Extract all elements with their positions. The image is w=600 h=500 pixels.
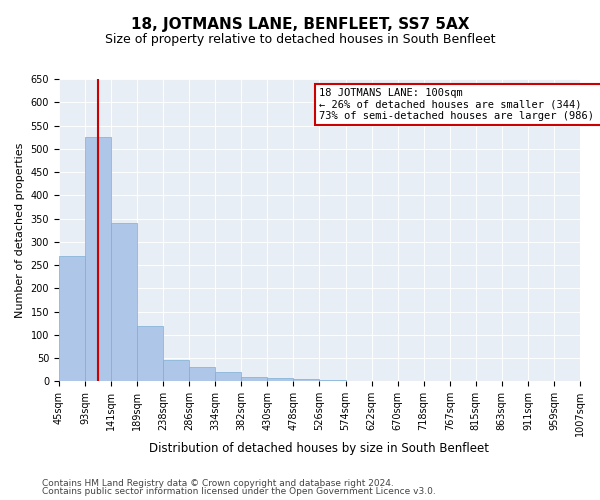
Y-axis label: Number of detached properties: Number of detached properties (15, 142, 25, 318)
Bar (111, 223, 137, 382)
Bar (85, 137, 111, 382)
Text: Contains HM Land Registry data © Crown copyright and database right 2024.: Contains HM Land Registry data © Crown c… (42, 478, 394, 488)
Bar (319, 380, 346, 382)
Bar (268, 378, 293, 382)
Bar (59, 256, 85, 382)
Bar (163, 360, 189, 382)
Text: 18 JOTMANS LANE: 100sqm
← 26% of detached houses are smaller (344)
73% of semi-d: 18 JOTMANS LANE: 100sqm ← 26% of detache… (319, 88, 600, 122)
Bar (189, 368, 215, 382)
Bar (137, 326, 163, 382)
Text: Size of property relative to detached houses in South Benfleet: Size of property relative to detached ho… (105, 32, 495, 46)
Bar (215, 372, 241, 382)
Bar (293, 379, 319, 382)
Text: Contains public sector information licensed under the Open Government Licence v3: Contains public sector information licen… (42, 487, 436, 496)
X-axis label: Distribution of detached houses by size in South Benfleet: Distribution of detached houses by size … (149, 442, 490, 455)
Bar (241, 376, 268, 382)
Text: 18, JOTMANS LANE, BENFLEET, SS7 5AX: 18, JOTMANS LANE, BENFLEET, SS7 5AX (131, 18, 469, 32)
